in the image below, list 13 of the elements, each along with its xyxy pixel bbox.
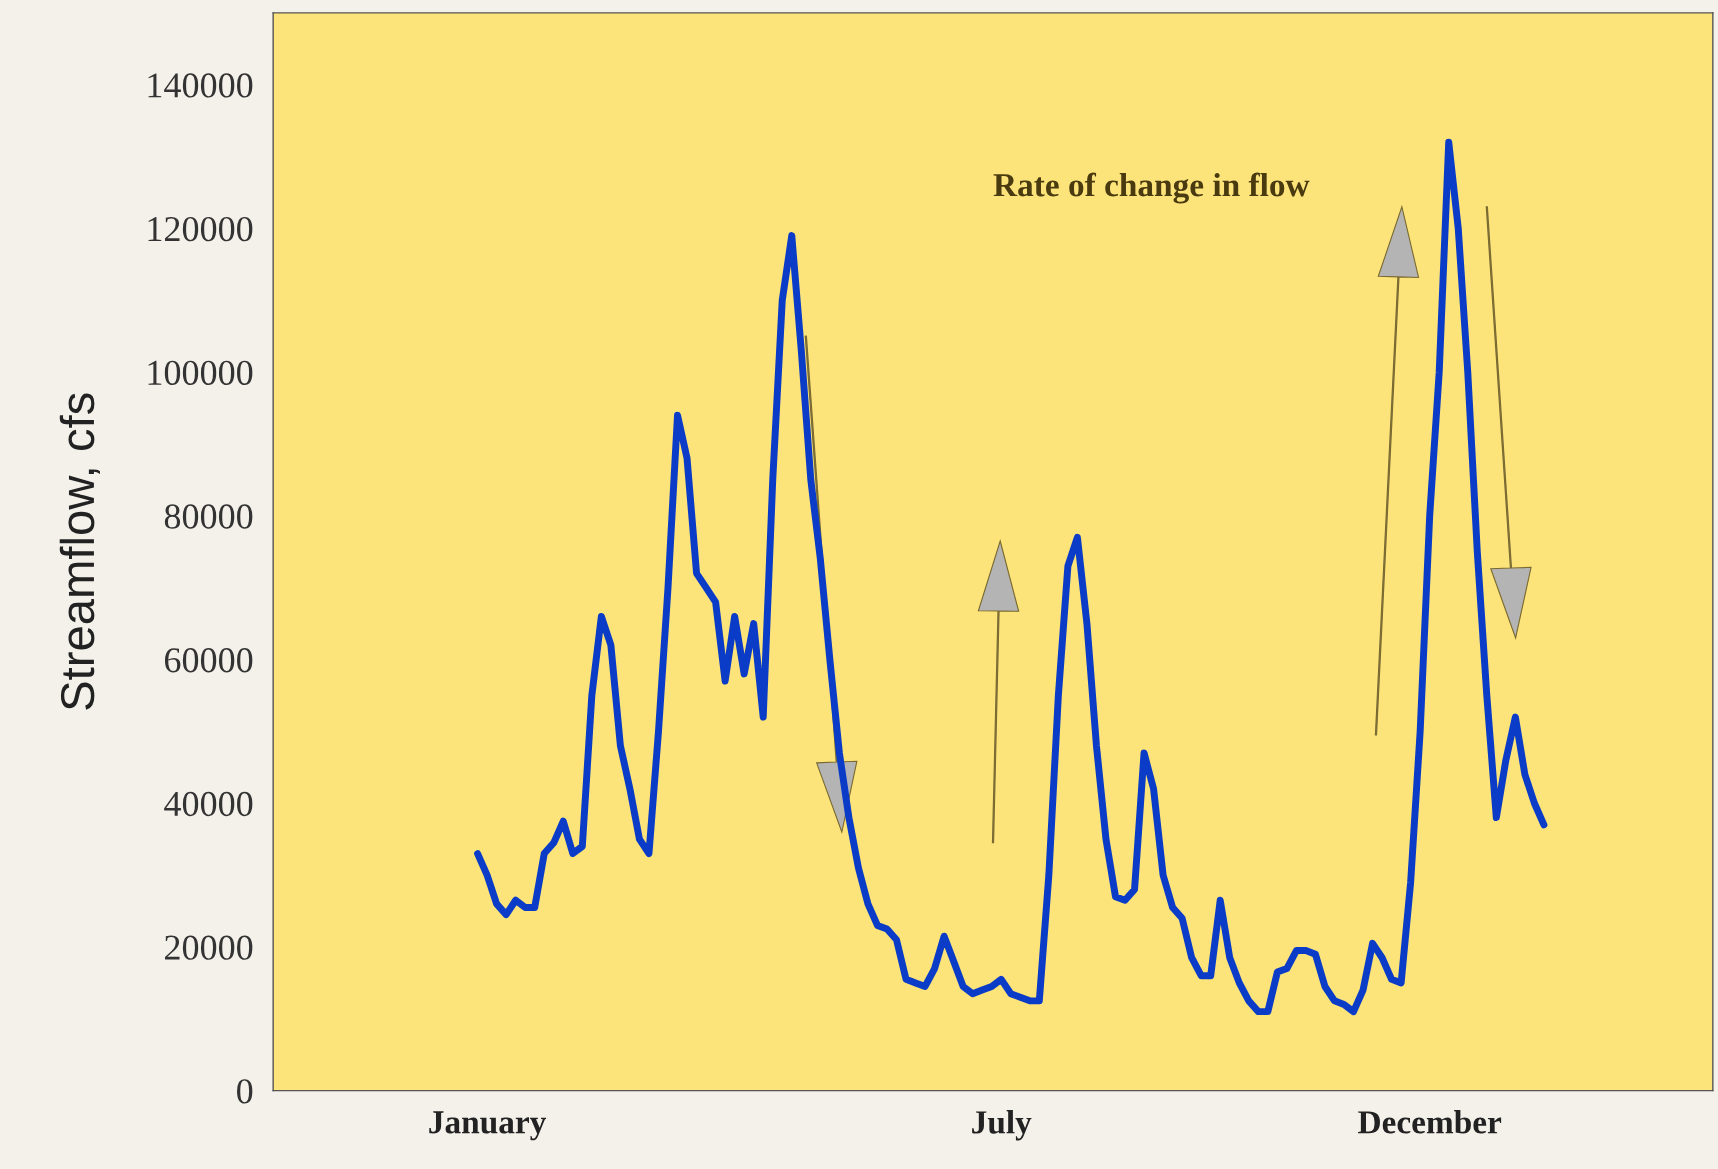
- x-tick-label: December: [1358, 1110, 1502, 1134]
- y-tick-label: 100000: [148, 360, 253, 386]
- x-tick-label: July: [972, 1110, 1032, 1141]
- y-axis-title: Streamflow, cfs: [59, 393, 100, 710]
- y-tick-label: 0: [237, 1079, 253, 1104]
- x-tick-label: January: [429, 1111, 547, 1141]
- y-tick-label: 120000: [148, 216, 253, 242]
- y-tick-label: 140000: [148, 73, 253, 98]
- annotation: Rate of change in flow: [993, 172, 1310, 204]
- y-tick-label: 80000: [164, 504, 253, 529]
- y-tick-label: 20000: [165, 935, 253, 960]
- y-tick-label: 40000: [164, 791, 253, 817]
- y-tick-label: 60000: [164, 648, 253, 673]
